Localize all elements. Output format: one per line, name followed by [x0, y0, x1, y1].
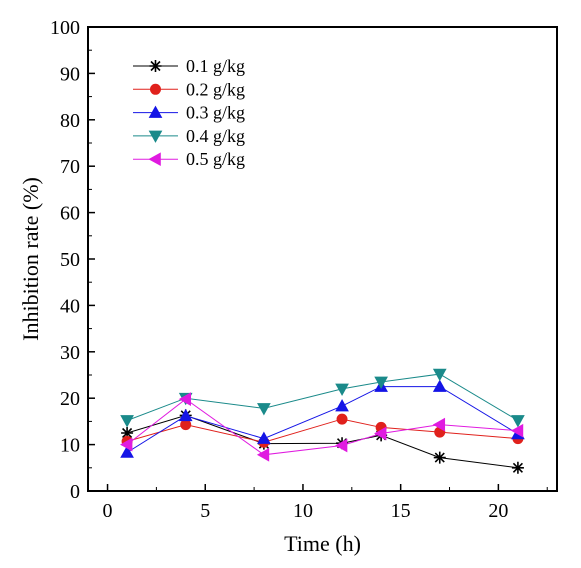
series-2-point: [336, 413, 348, 425]
series-5-point: [374, 426, 387, 441]
legend-label: 0.1 g/kg: [186, 56, 245, 76]
series-4-point: [374, 376, 388, 389]
series-3: [120, 379, 525, 458]
y-tick-label: 10: [60, 435, 80, 457]
series-4-point: [120, 415, 134, 428]
legend-label: 0.4 g/kg: [186, 126, 245, 146]
legend-marker: [149, 60, 162, 72]
series-4-point: [432, 368, 447, 382]
series-5-point: [120, 437, 133, 452]
series-1-point: [121, 427, 134, 439]
legend-marker: [148, 152, 161, 167]
y-tick-label: 100: [50, 17, 80, 39]
y-tick-label: 50: [60, 249, 80, 271]
series-3-point: [120, 445, 134, 458]
y-tick-label: 0: [70, 481, 80, 503]
legend-marker: [148, 105, 163, 118]
legend-marker: [148, 130, 163, 143]
legend-marker: [150, 83, 161, 95]
series-1-point: [433, 451, 446, 464]
y-tick-label: 40: [60, 295, 80, 317]
series-1-point-stroke: [511, 461, 524, 474]
series-4-point: [257, 403, 271, 416]
y-tick-label: 60: [60, 203, 80, 225]
legend-label: 0.3 g/kg: [186, 103, 245, 123]
series-5: [120, 392, 524, 462]
legend-item-3: 0.3 g/kg: [133, 103, 245, 123]
series-5-point: [256, 447, 270, 462]
series-4-point: [335, 383, 349, 396]
x-tick-label: 15: [391, 500, 411, 522]
series-3-point: [335, 399, 349, 412]
series-3-point: [178, 408, 193, 422]
x-tick-label: 20: [488, 500, 508, 522]
axes: 0 5 10 15 20 0 10 20 30 40 50 60 70 80 90 100: [50, 17, 558, 522]
x-axis-title: Time (h): [284, 531, 361, 556]
series-5-point: [510, 423, 524, 438]
y-tick-label: 80: [60, 110, 80, 132]
series-3-point: [257, 431, 271, 444]
y-tick-label: 90: [60, 63, 80, 85]
series-2-point: [180, 419, 192, 431]
legend-item-2: 0.2 g/kg: [133, 79, 245, 99]
series-5-point: [432, 417, 446, 432]
legend-item-5: 0.5 g/kg: [133, 149, 245, 169]
series-1-point-stroke: [433, 451, 446, 464]
legend-label: 0.2 g/kg: [186, 79, 245, 99]
legend-item-4: 0.4 g/kg: [133, 126, 245, 146]
series-3-point: [432, 379, 447, 392]
series-1-point: [511, 461, 524, 474]
legend: 0.1 g/kg 0.2 g/kg 0.3 g/kg 0.4 g/kg 0.5 g/kg: [133, 56, 245, 169]
legend-item-1: 0.1 g/kg: [133, 56, 245, 76]
y-axis-title: Inhibition rate (%): [18, 177, 43, 341]
y-tick-label: 30: [60, 342, 80, 364]
x-tick-label: 0: [103, 500, 113, 522]
series-layer: [120, 368, 525, 474]
legend-marker-stroke: [149, 60, 162, 72]
series-1-point-stroke: [121, 427, 134, 439]
x-tick-label: 10: [293, 500, 313, 522]
series-5-point: [178, 392, 192, 406]
series-4-point: [511, 415, 525, 428]
series-5-point: [335, 438, 348, 453]
y-tick-label: 20: [60, 388, 80, 410]
legend-label: 0.5 g/kg: [186, 149, 245, 169]
x-tick-label: 5: [200, 500, 210, 522]
y-tick-label: 70: [60, 156, 80, 178]
